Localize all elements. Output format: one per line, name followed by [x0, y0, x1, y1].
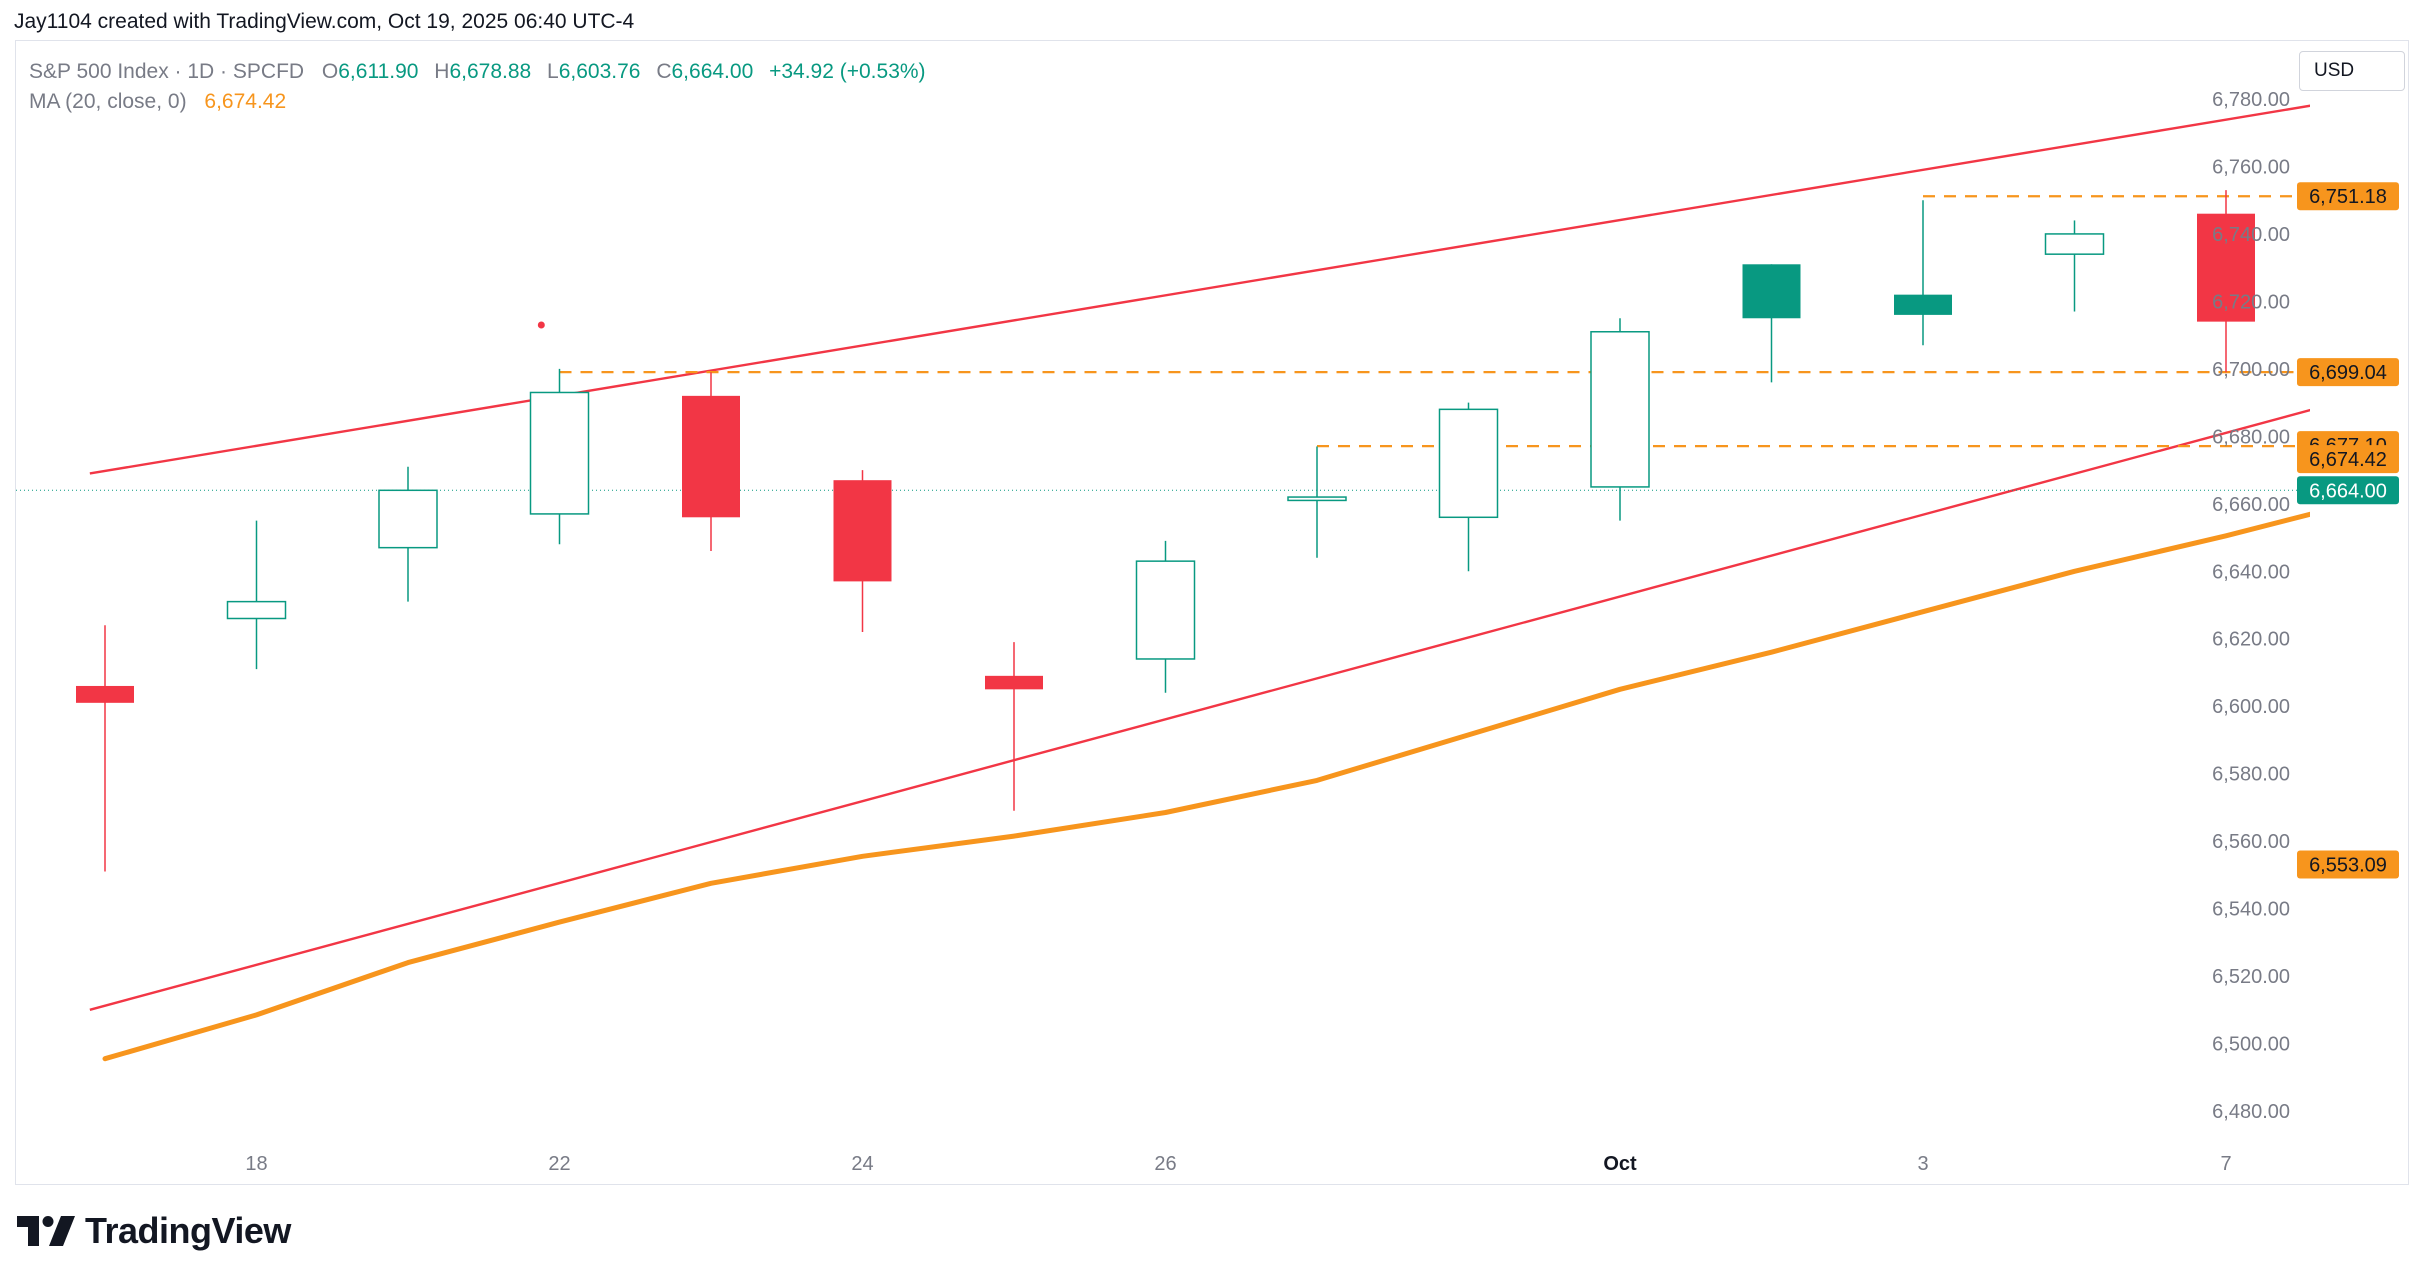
candle-body	[1287, 496, 1347, 502]
level-price-tag: 6,699.04	[2297, 358, 2399, 387]
candle-body	[1742, 264, 1801, 319]
price-tag-bg	[2297, 358, 2399, 387]
price-tag-label: 6,553.09	[2309, 854, 2387, 876]
candle-body	[1894, 294, 1952, 315]
candle	[529, 368, 590, 545]
y-axis-tick-label: 6,700.00	[2212, 359, 2290, 381]
close-value: 6,664.00	[671, 60, 754, 83]
candle-body	[985, 675, 1043, 690]
price-tag-bg	[2297, 476, 2399, 505]
moving-average-line	[102, 511, 2310, 1062]
symbol-title[interactable]: S&P 500 Index · 1D · SPCFD	[29, 60, 305, 83]
candle-body	[2197, 213, 2255, 322]
y-axis-tick-label: 6,780.00	[2212, 89, 2290, 111]
currency-button[interactable]: USD	[2299, 51, 2405, 91]
chart-credit: Jay1104 created with TradingView.com, Oc…	[14, 10, 635, 33]
ma-price-tag: 6,674.42	[2297, 445, 2399, 474]
price-tag-bg	[2297, 850, 2399, 879]
candle	[1742, 264, 1801, 383]
y-axis-tick-label: 6,660.00	[2212, 494, 2290, 516]
candle-body	[833, 480, 892, 582]
price-tag-label: 6,664.00	[2309, 480, 2387, 502]
x-axis-tick-label: 7	[2220, 1153, 2231, 1175]
chart-legend: S&P 500 Index · 1D · SPCFD O6,611.90 H6,…	[29, 57, 926, 117]
y-axis-tick-label: 6,620.00	[2212, 629, 2290, 651]
candle	[2197, 190, 2255, 373]
ma-indicator-label[interactable]: MA (20, close, 0)	[29, 90, 187, 113]
y-axis-tick-label: 6,760.00	[2212, 156, 2290, 178]
price-tag-label: 6,699.04	[2309, 362, 2387, 384]
y-axis-tick-label: 6,720.00	[2212, 291, 2290, 313]
plot-layer	[16, 104, 2310, 1062]
price-tag-label: 6,674.42	[2309, 449, 2387, 471]
x-axis-tick-label: Oct	[1603, 1153, 1637, 1175]
level-price-tag: 6,553.09	[2297, 850, 2399, 879]
open-label: O	[321, 60, 339, 83]
candle-body	[1438, 408, 1499, 519]
candle	[1287, 446, 1347, 558]
low-value: 6,603.76	[558, 60, 641, 83]
candle	[378, 466, 438, 602]
last-price-tag: 6,664.00	[2297, 476, 2399, 505]
low-label: L	[547, 60, 559, 83]
candle	[985, 642, 1043, 811]
candle	[76, 625, 134, 872]
candle-body	[529, 391, 590, 515]
y-axis-tick-label: 6,600.00	[2212, 696, 2290, 718]
y-axis-tick-label: 6,520.00	[2212, 966, 2290, 988]
brand-name: TradingView	[85, 1210, 291, 1251]
candle	[1590, 318, 1650, 521]
open-value: 6,611.90	[338, 60, 419, 83]
candle-body	[682, 395, 740, 518]
marker-dot	[537, 321, 545, 329]
x-axis-tick-label: 26	[1154, 1153, 1176, 1175]
x-axis-tick-label: 18	[245, 1153, 267, 1175]
candle	[226, 520, 287, 670]
candle-body	[1590, 331, 1650, 488]
candle-body	[1135, 560, 1196, 660]
chart-pane[interactable]	[15, 40, 2409, 1185]
candle-body	[378, 489, 438, 549]
candle	[1894, 200, 1952, 346]
y-axis-tick-label: 6,640.00	[2212, 561, 2290, 583]
candle	[1438, 402, 1499, 572]
candle-body	[76, 685, 134, 703]
candle-body	[226, 600, 287, 620]
close-label: C	[656, 60, 672, 83]
y-axis-tick-label: 6,480.00	[2212, 1101, 2290, 1123]
x-axis-tick-label: 24	[851, 1153, 873, 1175]
candle	[1135, 540, 1196, 693]
y-axis-tick-label: 6,680.00	[2212, 426, 2290, 448]
tradingview-logo-icon	[17, 1216, 75, 1246]
candle-body	[2044, 233, 2105, 255]
change-value: +34.92 (+0.53%)	[769, 60, 926, 83]
y-axis-tick-label: 6,500.00	[2212, 1034, 2290, 1056]
candle	[833, 470, 892, 632]
high-value: 6,678.88	[449, 60, 532, 83]
price-tag-label: 6,751.18	[2309, 186, 2387, 208]
candle	[682, 372, 740, 552]
y-axis-tick-label: 6,580.00	[2212, 764, 2290, 786]
level-price-tag: 6,751.18	[2297, 182, 2399, 211]
trend-line	[89, 408, 2310, 1011]
ma-indicator-value: 6,674.42	[204, 90, 287, 113]
price-tag-bg	[2297, 182, 2399, 211]
y-axis-tick-label: 6,740.00	[2212, 224, 2290, 246]
y-axis-tick-label: 6,560.00	[2212, 831, 2290, 853]
trend-line	[89, 104, 2310, 475]
ohlc-legend-row: S&P 500 Index · 1D · SPCFD O6,611.90 H6,…	[29, 57, 926, 87]
high-label: H	[434, 60, 450, 83]
y-axis-tick-label: 6,540.00	[2212, 899, 2290, 921]
price-tag-bg	[2297, 445, 2399, 474]
x-axis-tick-label: 3	[1917, 1153, 1928, 1175]
brand-footer[interactable]: TradingView	[17, 1210, 291, 1252]
candle	[2044, 220, 2105, 312]
x-axis-tick-label: 22	[548, 1153, 570, 1175]
ma-legend-row: MA (20, close, 0) 6,674.42	[29, 87, 926, 117]
